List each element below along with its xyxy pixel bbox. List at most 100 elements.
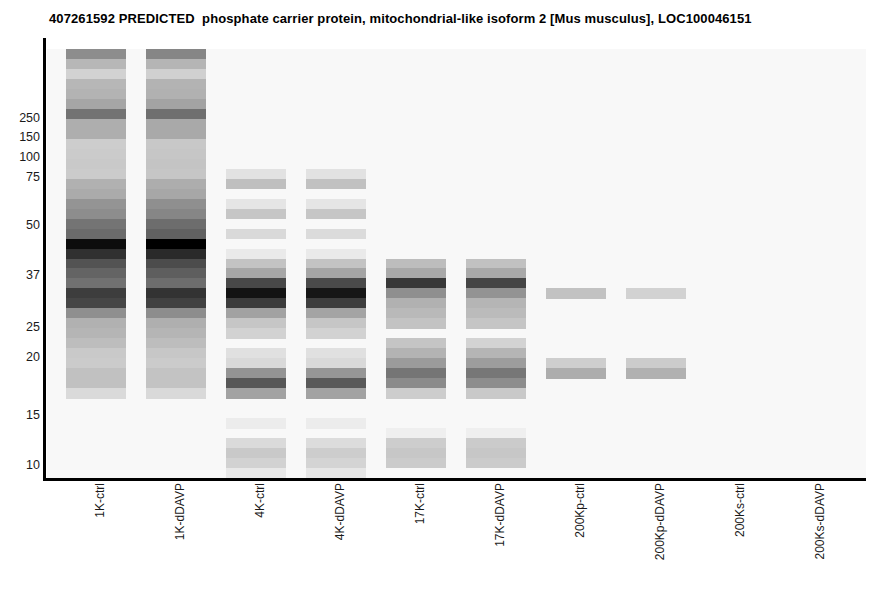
gel-band (66, 219, 126, 229)
gel-band (306, 308, 366, 318)
gel-band (226, 328, 286, 338)
gel-band (66, 368, 126, 378)
lane-label-200Ks-dDAVP: 200Ks-dDAVP (813, 483, 827, 579)
gel-band (66, 268, 126, 278)
gel-band (466, 278, 526, 288)
y-tick-250: 250 (0, 110, 40, 126)
lane-label-1K-ctrl: 1K-ctrl (93, 483, 107, 579)
gel-band (146, 378, 206, 388)
gel-band (146, 288, 206, 298)
gel-band (66, 308, 126, 318)
y-tick-100: 100 (0, 149, 40, 165)
lane-4K-dDAVP (306, 49, 366, 478)
gel-band (306, 169, 366, 179)
gel-band (146, 278, 206, 288)
gel-band (466, 298, 526, 308)
lane-label-200Ks-ctrl: 200Ks-ctrl (733, 483, 747, 579)
gel-band (66, 59, 126, 69)
y-axis-line (43, 38, 46, 481)
gel-band (66, 69, 126, 79)
gel-band (146, 328, 206, 338)
gel-band (466, 368, 526, 378)
gel-band (66, 159, 126, 169)
gel-band (386, 368, 446, 378)
gel-band (226, 458, 286, 468)
gel-band (466, 428, 526, 438)
gel-band (66, 129, 126, 139)
gel-band (386, 268, 446, 278)
gel-band (386, 348, 446, 358)
gel-band (66, 358, 126, 368)
gel-band (146, 368, 206, 378)
lane-label-1K-dDAVP: 1K-dDAVP (173, 483, 187, 579)
gel-band (146, 308, 206, 318)
y-tick-20: 20 (0, 349, 40, 365)
gel-band (626, 368, 686, 378)
gel-band (226, 249, 286, 259)
gel-band (66, 149, 126, 159)
gel-band (226, 358, 286, 368)
gel-band (306, 259, 366, 269)
gel-band (386, 308, 446, 318)
gel-band (226, 308, 286, 318)
gel-band (146, 259, 206, 269)
gel-band (626, 358, 686, 368)
gel-band (306, 388, 366, 398)
gel-band (306, 458, 366, 468)
gel-band (66, 348, 126, 358)
gel-band (146, 209, 206, 219)
gel-band (146, 69, 206, 79)
lane-200Ks-ctrl (706, 49, 766, 478)
gel-band (306, 378, 366, 388)
gel-band (66, 249, 126, 259)
gel-band (66, 278, 126, 288)
gel-band (386, 338, 446, 348)
gel-band (146, 388, 206, 398)
lane-200Kp-dDAVP (626, 49, 686, 478)
lane-17K-ctrl (386, 49, 446, 478)
gel-band (386, 358, 446, 368)
gel-band (146, 358, 206, 368)
gel-band (66, 229, 126, 239)
gel-band (466, 448, 526, 458)
gel-band (66, 169, 126, 179)
gel-band (66, 318, 126, 328)
gel-band (146, 298, 206, 308)
gel-band (466, 338, 526, 348)
gel-band (146, 89, 206, 99)
gel-band (466, 308, 526, 318)
gel-band (226, 438, 286, 448)
y-tick-75: 75 (0, 169, 40, 185)
lane-label-200Kp-ctrl: 200Kp-ctrl (573, 483, 587, 579)
plot-area (47, 49, 866, 478)
y-tick-50: 50 (0, 217, 40, 233)
gel-band (226, 468, 286, 478)
gel-band (66, 109, 126, 119)
lane-200Ks-dDAVP (786, 49, 846, 478)
lane-1K-dDAVP (146, 49, 206, 478)
gel-band (66, 79, 126, 89)
gel-band (386, 378, 446, 388)
gel-band (466, 438, 526, 448)
lane-label-17K-dDAVP: 17K-dDAVP (493, 483, 507, 579)
gel-band (226, 199, 286, 209)
gel-band (306, 229, 366, 239)
y-tick-25: 25 (0, 319, 40, 335)
gel-band (306, 209, 366, 219)
gel-band (146, 49, 206, 59)
gel-band (626, 288, 686, 298)
gel-band (226, 288, 286, 298)
gel-band (146, 239, 206, 249)
gel-band (386, 448, 446, 458)
gel-band (306, 298, 366, 308)
gel-band (66, 338, 126, 348)
gel-band (146, 229, 206, 239)
gel-band (466, 318, 526, 328)
gel-band (146, 219, 206, 229)
gel-band (386, 278, 446, 288)
gel-band (66, 259, 126, 269)
gel-band (66, 378, 126, 388)
gel-band (386, 428, 446, 438)
y-tick-15: 15 (0, 407, 40, 423)
gel-band (386, 318, 446, 328)
